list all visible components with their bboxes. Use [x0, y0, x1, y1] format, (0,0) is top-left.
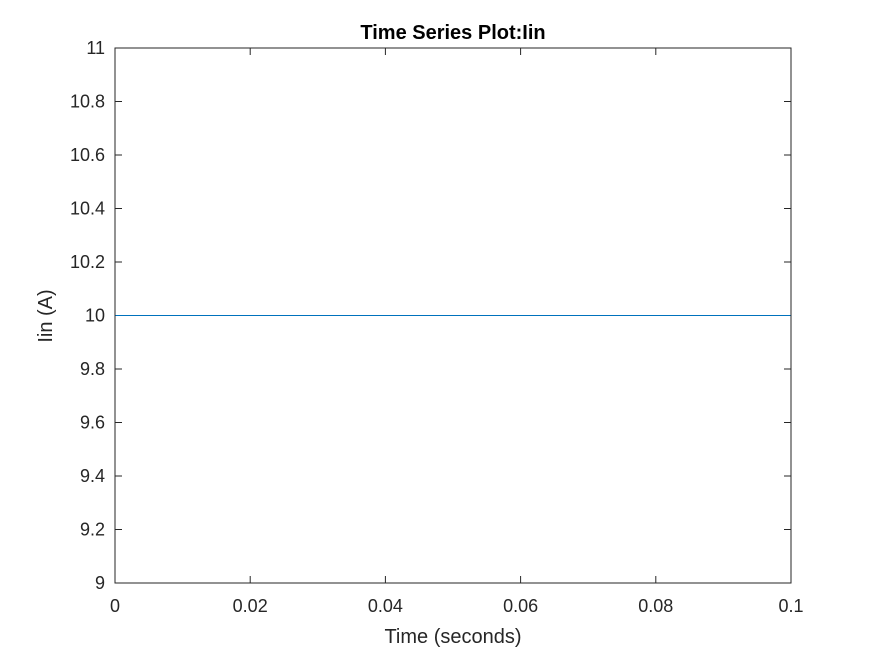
x-tick-label: 0.04	[368, 596, 403, 616]
y-tick-label: 9.6	[80, 413, 105, 433]
y-axis-ticks: 9 9.2 9.4 9.6 9.8 10 10.2 10.4 10.6 10.8 11	[70, 38, 791, 593]
x-tick-label: 0.02	[233, 596, 268, 616]
y-tick-label: 9	[95, 573, 105, 593]
axes-box	[114, 47, 792, 584]
x-axis-label: Time (seconds)	[384, 626, 521, 648]
x-tick-label: 0	[110, 596, 120, 616]
y-tick-label: 9.2	[80, 520, 105, 540]
x-tick-label: 0.08	[638, 596, 673, 616]
chart-title: Time Series Plot:Iin	[360, 22, 545, 44]
x-axis-ticks: 0 0.02 0.04 0.06 0.08 0.1	[110, 48, 804, 616]
y-tick-label: 10.2	[70, 252, 105, 272]
y-tick-label: 9.4	[80, 466, 105, 486]
x-tick-label: 0.06	[503, 596, 538, 616]
x-tick-label: 0.1	[778, 596, 803, 616]
y-tick-label: 10.6	[70, 145, 105, 165]
y-tick-label: 10.4	[70, 199, 105, 219]
y-tick-label: 9.8	[80, 359, 105, 379]
y-tick-label: 10	[85, 306, 105, 326]
y-tick-label: 11	[86, 38, 105, 58]
y-tick-label: 10.8	[70, 92, 105, 112]
y-axis-label: Iin (A)	[35, 289, 57, 342]
